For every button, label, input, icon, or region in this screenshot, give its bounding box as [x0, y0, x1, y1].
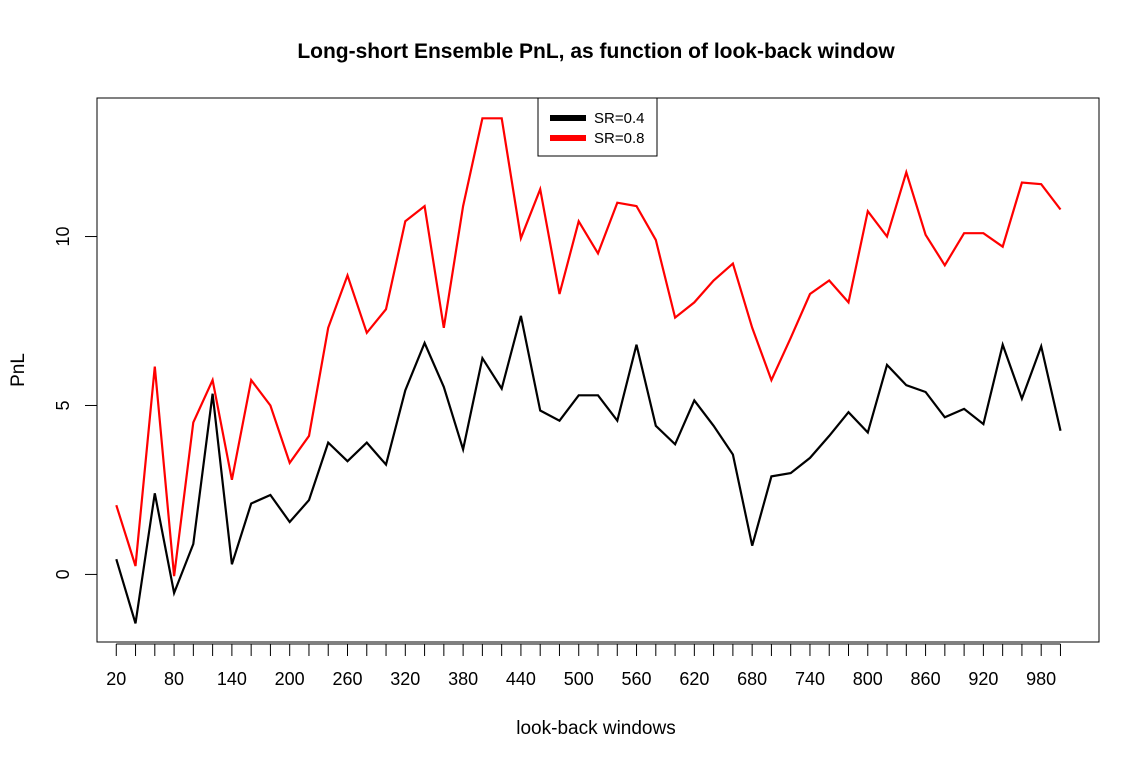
x-tick-label: 920 [968, 669, 998, 689]
x-tick-label: 680 [737, 669, 767, 689]
x-tick-label: 140 [217, 669, 247, 689]
x-axis-label: look-back windows [516, 718, 675, 739]
x-tick-label: 260 [332, 669, 362, 689]
x-tick-label: 740 [795, 669, 825, 689]
y-axis-label: PnL [8, 353, 29, 387]
y-tick-label: 10 [53, 227, 73, 247]
y-axis: 0 5 10 [53, 227, 98, 579]
x-tick-label: 80 [164, 669, 184, 689]
x-axis: 20 80 140 200 260 320 380 440 500 560 620 680 740 800… [106, 643, 1061, 689]
x-tick-label: 500 [564, 669, 594, 689]
x-tick-label: 440 [506, 669, 536, 689]
series-layer [115, 117, 1062, 624]
x-tick-label: 560 [622, 669, 652, 689]
series-line-sr-0-4 [115, 315, 1062, 624]
x-tick-label: 380 [448, 669, 478, 689]
x-tick-label: 320 [390, 669, 420, 689]
x-tick-label: 20 [106, 669, 126, 689]
legend-label-sr-0-8: SR=0.8 [594, 130, 644, 147]
chart-title: Long-short Ensemble PnL, as function of … [297, 40, 895, 63]
x-tick-label: 800 [853, 669, 883, 689]
series-line-sr-0-8 [115, 117, 1062, 577]
y-tick-label: 5 [53, 400, 73, 410]
plot-frame [96, 97, 1100, 643]
x-tick-label: 620 [679, 669, 709, 689]
x-tick-label: 860 [911, 669, 941, 689]
x-tick-label: 980 [1026, 669, 1056, 689]
legend: SR=0.4 SR=0.8 [537, 97, 658, 157]
y-tick-label: 0 [53, 569, 73, 579]
legend-box [537, 97, 658, 157]
x-tick-label: 200 [275, 669, 305, 689]
legend-label-sr-0-4: SR=0.4 [594, 110, 644, 127]
